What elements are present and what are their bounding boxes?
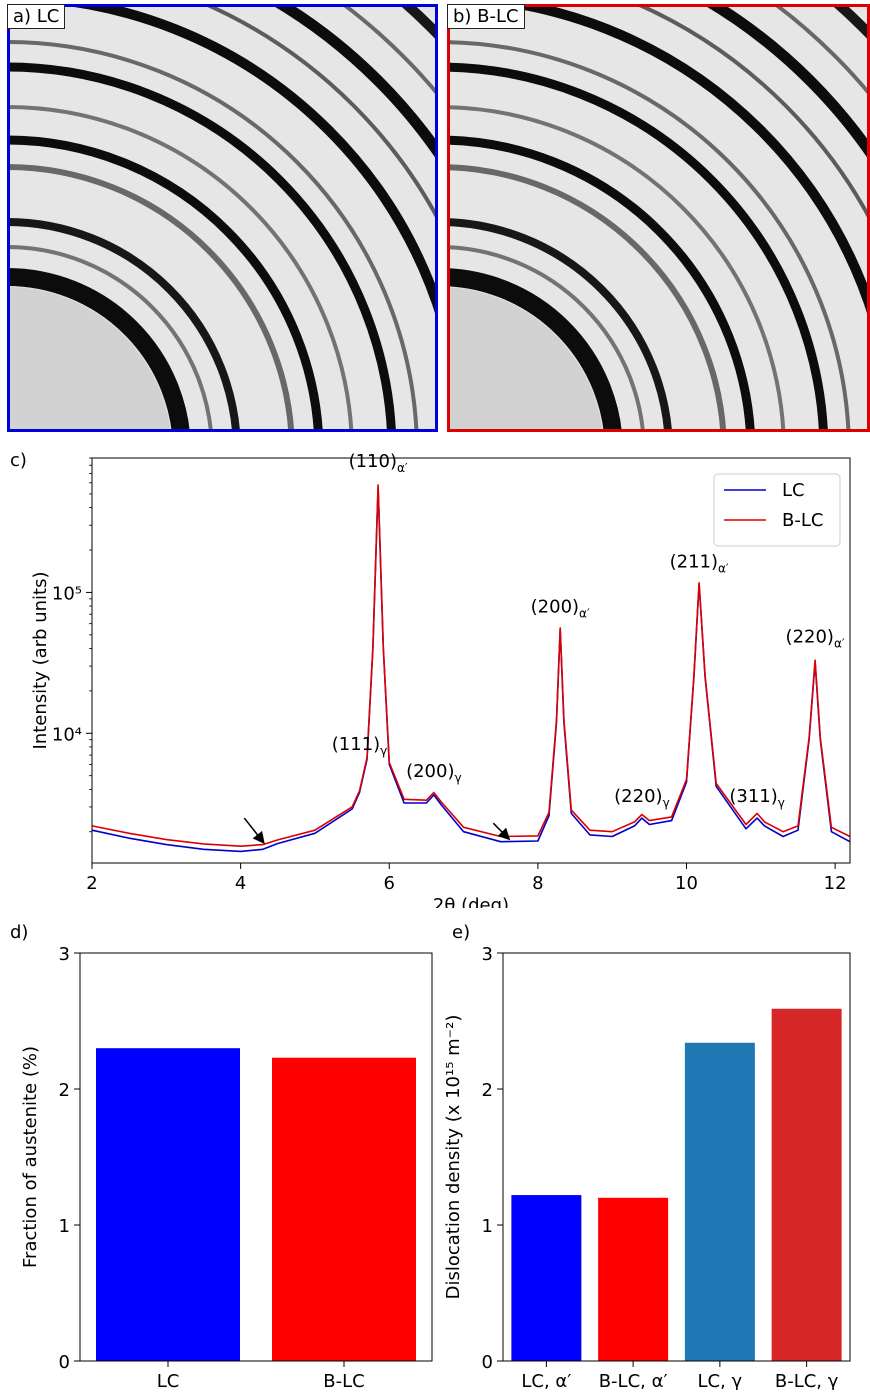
y-tick-label: 2 (482, 1080, 493, 1101)
x-tick-label: 6 (384, 873, 395, 894)
bar (96, 1048, 240, 1361)
peak-label: (110)α′ (349, 451, 408, 475)
series-line-b-lc (91, 484, 851, 847)
peak-label: (220)γ (614, 786, 670, 810)
peak-label: (200)γ (406, 761, 462, 785)
annotation-arrow (243, 817, 265, 845)
bar (684, 1042, 755, 1361)
y-tick-label: 0 (59, 1352, 70, 1373)
y-axis-label: Intensity (arb units) (30, 572, 51, 750)
austenite-fraction-chart: LC B-LC 0 1 2 3 Fraction of austenite (%) (20, 944, 433, 1390)
peak-label: (220)α′ (786, 627, 845, 651)
xrd-intensity-chart: 2 4 6 8 10 12 10⁴ 10⁵ 2θ (deg) Intensity (arb uni… (30, 451, 851, 908)
y-axis-label: Dislocation density (x 10¹⁵ m⁻²) (443, 1015, 464, 1300)
panel-c-label: c) (10, 450, 27, 471)
panel-b-label: b) B-LC (447, 4, 525, 29)
annotation-arrow (492, 822, 511, 841)
bar (272, 1057, 416, 1361)
bar (511, 1195, 582, 1361)
panel-a-diffraction-image: a) LC (7, 4, 438, 432)
x-tick-label: LC, γ (698, 1371, 743, 1390)
y-tick-label: 3 (59, 944, 70, 965)
y-tick-label: 1 (482, 1216, 493, 1237)
plot-frame (79, 952, 433, 1362)
y-tick-label: 10⁴ (52, 724, 82, 745)
x-tick-label: 2 (86, 873, 97, 894)
x-tick-label: B-LC, α′ (599, 1371, 668, 1390)
x-tick-label: B-LC, γ (775, 1371, 839, 1390)
peak-label: (311)γ (729, 786, 785, 810)
x-tick-label: B-LC (323, 1371, 364, 1390)
bar (598, 1197, 669, 1361)
bar (771, 1008, 842, 1361)
image-border (447, 4, 870, 432)
beamstop-shadow (7, 287, 171, 432)
x-tick-label: LC, α′ (521, 1371, 571, 1390)
peak-label: (111)γ (332, 734, 388, 758)
legend-box (713, 473, 841, 547)
panel-a-label: a) LC (7, 4, 66, 29)
beamstop-shadow (447, 287, 603, 432)
x-tick-label: 4 (235, 873, 246, 894)
panel-d-label: d) (10, 922, 29, 943)
peak-label: (200)α′ (531, 597, 590, 621)
image-border (7, 4, 438, 432)
x-tick-label: 8 (532, 873, 543, 894)
plot-frame (91, 457, 851, 864)
y-axis-label: Fraction of austenite (%) (20, 1046, 41, 1268)
x-axis-label: 2θ (deg) (433, 895, 509, 908)
x-tick-label: LC (157, 1371, 180, 1390)
peak-label: (211)α′ (670, 552, 729, 576)
panel-b-diffraction-image: b) B-LC (447, 4, 870, 432)
y-tick-label: 2 (59, 1080, 70, 1101)
y-tick-label: 1 (59, 1216, 70, 1237)
diffraction-rings-lc (7, 4, 438, 432)
y-tick-label: 10⁵ (52, 583, 82, 604)
legend-entry: LC (782, 480, 805, 501)
legend-entry: B-LC (782, 510, 823, 531)
x-tick-label: 10 (675, 873, 698, 894)
diffraction-rings-blc (447, 4, 870, 432)
x-tick-label: 12 (824, 873, 847, 894)
plot-frame (502, 952, 851, 1362)
y-tick-label: 3 (482, 944, 493, 965)
y-tick-label: 0 (482, 1352, 493, 1373)
panel-e-label: e) (452, 922, 471, 943)
dislocation-density-chart: LC, α′ B-LC, α′ LC, γ B-LC, γ 0 1 2 3 Dislocatio… (443, 944, 851, 1390)
